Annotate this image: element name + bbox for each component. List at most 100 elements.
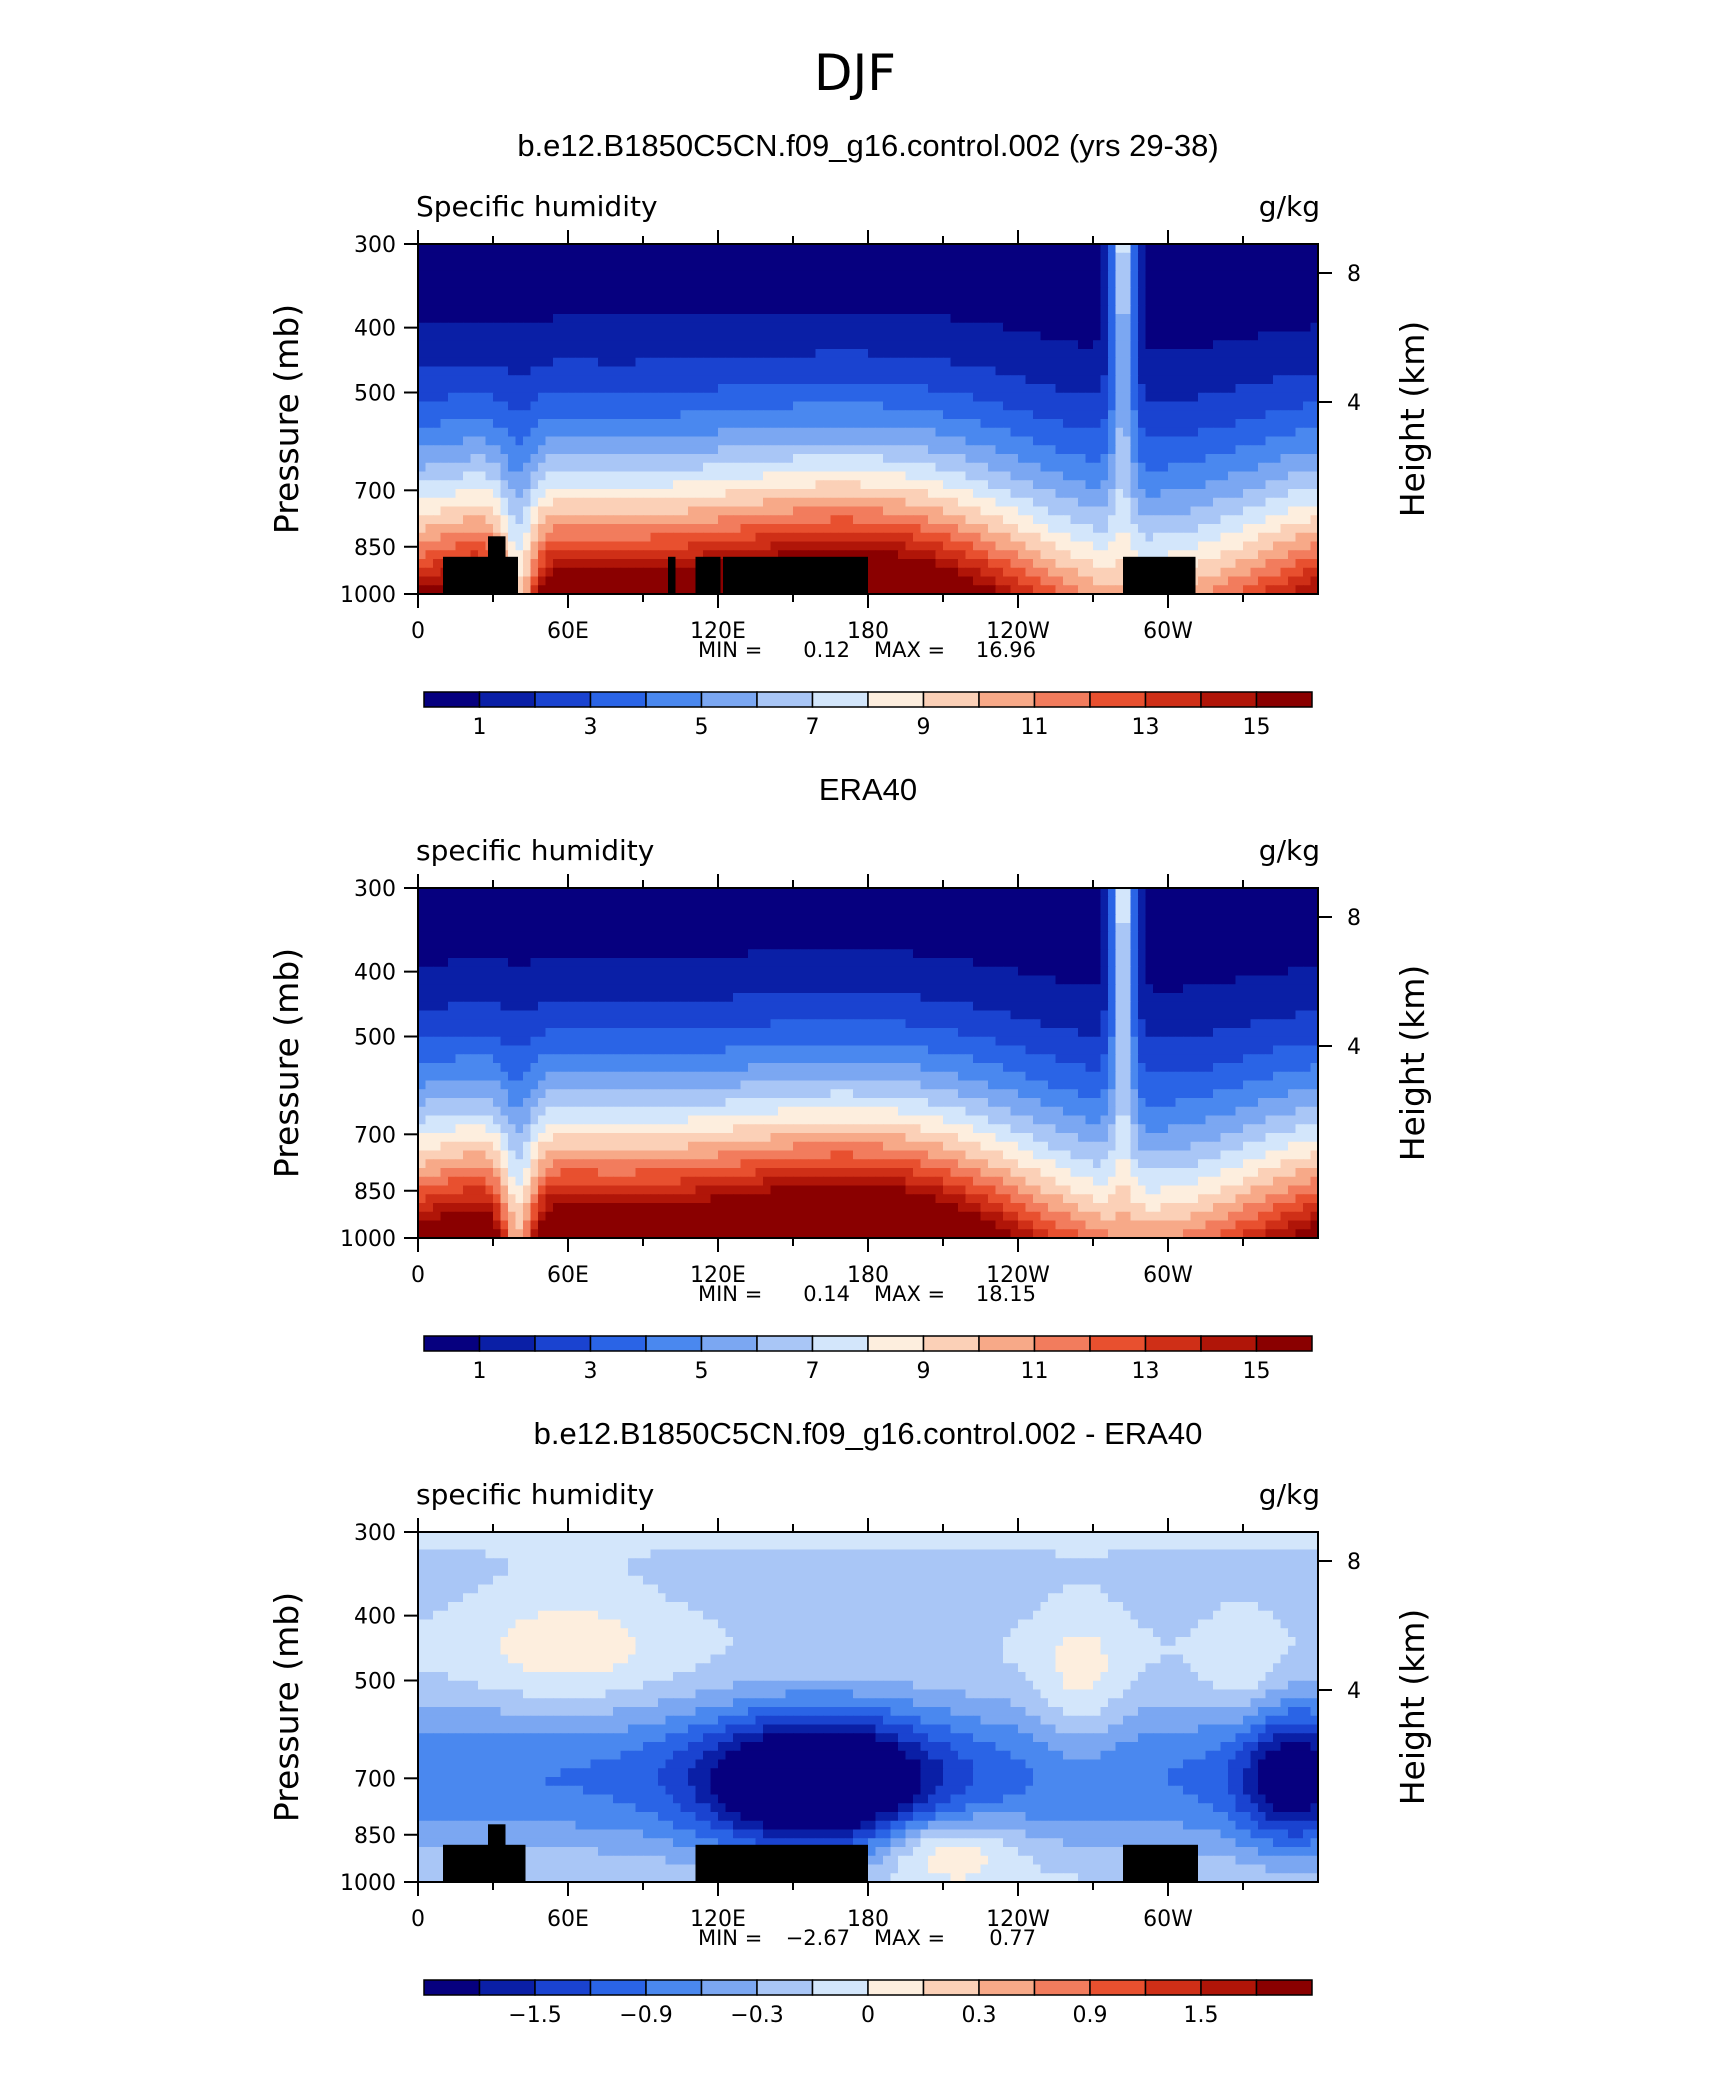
heatmap-cell	[628, 252, 637, 263]
heatmap-cell	[500, 471, 509, 481]
heatmap-cell	[920, 401, 929, 411]
heatmap-cell	[868, 585, 877, 595]
heatmap-cell	[560, 410, 569, 420]
heatmap-cell	[815, 410, 824, 420]
heatmap-cell	[703, 550, 712, 560]
heatmap-cell	[718, 305, 727, 315]
heatmap-cell	[1175, 427, 1184, 438]
heatmap-cell	[815, 497, 824, 508]
heatmap-cell	[1108, 322, 1117, 333]
heatmap-cell	[973, 445, 982, 455]
heatmap-cell	[673, 515, 682, 525]
heatmap-cell	[605, 541, 614, 551]
heatmap-cell	[478, 340, 487, 350]
heatmap-cell	[1243, 252, 1252, 263]
heatmap-cell	[1280, 480, 1289, 490]
heatmap-cell	[1115, 270, 1124, 280]
heatmap-cell	[1303, 340, 1312, 350]
heatmap-cell	[838, 261, 847, 271]
heatmap-cell	[763, 357, 772, 368]
heatmap-cell	[1310, 427, 1319, 438]
heatmap-cell	[658, 261, 667, 271]
heatmap-cell	[680, 454, 689, 464]
heatmap-cell	[808, 357, 817, 368]
heatmap-cell	[710, 524, 719, 534]
heatmap-cell	[1295, 261, 1304, 271]
heatmap-cell	[943, 454, 952, 464]
heatmap-cell	[1295, 252, 1304, 263]
heatmap-cell	[1063, 462, 1072, 473]
heatmap-cell	[883, 427, 892, 438]
heatmap-cell	[635, 279, 644, 289]
heatmap-cell	[613, 296, 622, 306]
heatmap-cell	[1063, 287, 1072, 298]
heatmap-cell	[1243, 524, 1252, 534]
heatmap-cell	[1168, 340, 1177, 350]
heatmap-cell	[733, 375, 742, 385]
heatmap-cell	[493, 515, 502, 525]
heatmap-cell	[778, 331, 787, 341]
terrain-block	[695, 556, 721, 594]
heatmap-cell	[620, 445, 629, 455]
heatmap-cell	[448, 436, 457, 446]
heatmap-cell	[1018, 576, 1027, 586]
heatmap-cell	[1093, 366, 1102, 376]
heatmap-cell	[635, 340, 644, 350]
heatmap-cell	[770, 375, 779, 385]
heatmap-cell	[913, 585, 922, 595]
heatmap-cell	[673, 559, 682, 569]
heatmap-cell	[1018, 410, 1027, 420]
heatmap-cell	[845, 888, 854, 898]
heatmap-cell	[853, 252, 862, 263]
heatmap-cell	[1153, 888, 1162, 898]
heatmap-cell	[748, 252, 757, 263]
heatmap-cell	[748, 349, 757, 359]
heatmap-cell	[973, 322, 982, 333]
heatmap-cell	[1198, 436, 1207, 446]
heatmap-cell	[815, 244, 824, 254]
heatmap-cell	[838, 375, 847, 385]
heatmap-cell	[605, 515, 614, 525]
heatmap-cell	[1205, 559, 1214, 569]
heatmap-cell	[1130, 392, 1139, 403]
heatmap-cell	[830, 384, 839, 394]
heatmap-cell	[1220, 349, 1229, 359]
heatmap-cell	[845, 252, 854, 263]
heatmap-cell	[703, 888, 712, 898]
heatmap-cell	[1243, 541, 1252, 551]
heatmap-cell	[1123, 244, 1132, 254]
heatmap-cell	[1160, 357, 1169, 368]
heatmap-cell	[838, 550, 847, 560]
heatmap-cell	[920, 462, 929, 473]
heatmap-cell	[673, 314, 682, 324]
heatmap-cell	[905, 427, 914, 438]
heatmap-cell	[1138, 489, 1147, 499]
heatmap-cell	[905, 888, 914, 898]
heatmap-cell	[988, 357, 997, 368]
heatmap-cell	[560, 436, 569, 446]
heatmap-cell	[1003, 296, 1012, 306]
heatmap-cell	[673, 261, 682, 271]
heatmap-cell	[785, 366, 794, 376]
heatmap-cell	[493, 497, 502, 508]
heatmap-cell	[808, 888, 817, 898]
heatmap-cell	[710, 270, 719, 280]
heatmap-cell	[1025, 480, 1034, 490]
terrain-block	[443, 556, 518, 594]
heatmap-cell	[1153, 392, 1162, 403]
heatmap-cell	[545, 410, 554, 420]
heatmap-cell	[883, 375, 892, 385]
heatmap-cell	[1138, 410, 1147, 420]
heatmap-cell	[1265, 252, 1274, 263]
heatmap-cell	[688, 480, 697, 490]
heatmap-cell	[793, 331, 802, 341]
heatmap-cell	[1265, 515, 1274, 525]
heatmap-cell	[1243, 384, 1252, 394]
heatmap-cell	[1183, 349, 1192, 359]
heatmap-cell	[733, 532, 742, 543]
heatmap-cell	[770, 401, 779, 411]
colorbar-swatch	[589, 691, 647, 708]
heatmap-cell	[1010, 375, 1019, 385]
heatmap-cell	[868, 524, 877, 534]
heatmap-cell	[650, 427, 659, 438]
